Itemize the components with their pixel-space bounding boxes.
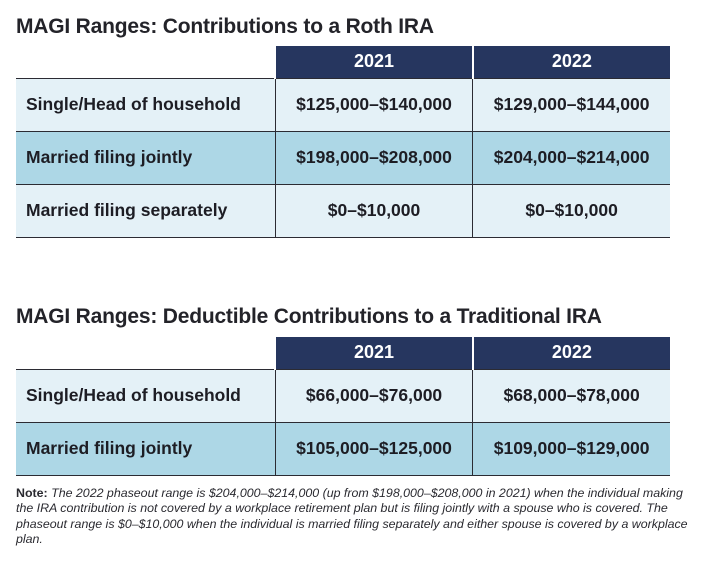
traditional-table-title: MAGI Ranges: Deductible Contributions to… <box>16 305 602 328</box>
column-header-2022: 2022 <box>471 337 670 369</box>
row-label: Married filing jointly <box>16 130 276 184</box>
table-header-row: 2021 2022 <box>16 46 670 78</box>
roth-table-title: MAGI Ranges: Contributions to a Roth IRA <box>16 15 434 38</box>
range-2021: $0–$10,000 <box>274 183 473 238</box>
note-text: The 2022 phaseout range is $204,000–$214… <box>16 486 688 547</box>
row-label: Single/Head of household <box>16 368 276 422</box>
column-header-2022: 2022 <box>471 46 670 78</box>
table-row-married-jointly: Married filing jointly $105,000–$125,000… <box>16 421 670 476</box>
row-label: Single/Head of household <box>16 77 276 131</box>
roth-magi-table: 2021 2022 Single/Head of household $125,… <box>16 46 670 238</box>
note-label: Note: <box>16 486 48 500</box>
column-header-2021: 2021 <box>274 46 473 78</box>
range-2021: $105,000–$125,000 <box>274 421 473 476</box>
header-blank-cell <box>16 46 276 78</box>
traditional-magi-table: 2021 2022 Single/Head of household $66,0… <box>16 337 670 476</box>
table-row-married-jointly: Married filing jointly $198,000–$208,000… <box>16 130 670 184</box>
header-blank-cell <box>16 337 276 369</box>
row-label: Married filing jointly <box>16 421 276 476</box>
range-2022: $129,000–$144,000 <box>472 77 670 131</box>
row-label: Married filing separately <box>16 183 276 238</box>
table-row-single: Single/Head of household $125,000–$140,0… <box>16 77 670 131</box>
footnote: Note: The 2022 phaseout range is $204,00… <box>16 486 688 548</box>
range-2021: $125,000–$140,000 <box>274 77 473 131</box>
table-row-married-separately: Married filing separately $0–$10,000 $0–… <box>16 183 670 238</box>
column-header-2021: 2021 <box>274 337 473 369</box>
table-row-single: Single/Head of household $66,000–$76,000… <box>16 368 670 422</box>
range-2022: $204,000–$214,000 <box>472 130 670 184</box>
range-2022: $109,000–$129,000 <box>472 421 670 476</box>
range-2021: $198,000–$208,000 <box>274 130 473 184</box>
table-header-row: 2021 2022 <box>16 337 670 369</box>
range-2021: $66,000–$76,000 <box>274 368 473 422</box>
range-2022: $68,000–$78,000 <box>472 368 670 422</box>
range-2022: $0–$10,000 <box>472 183 670 238</box>
